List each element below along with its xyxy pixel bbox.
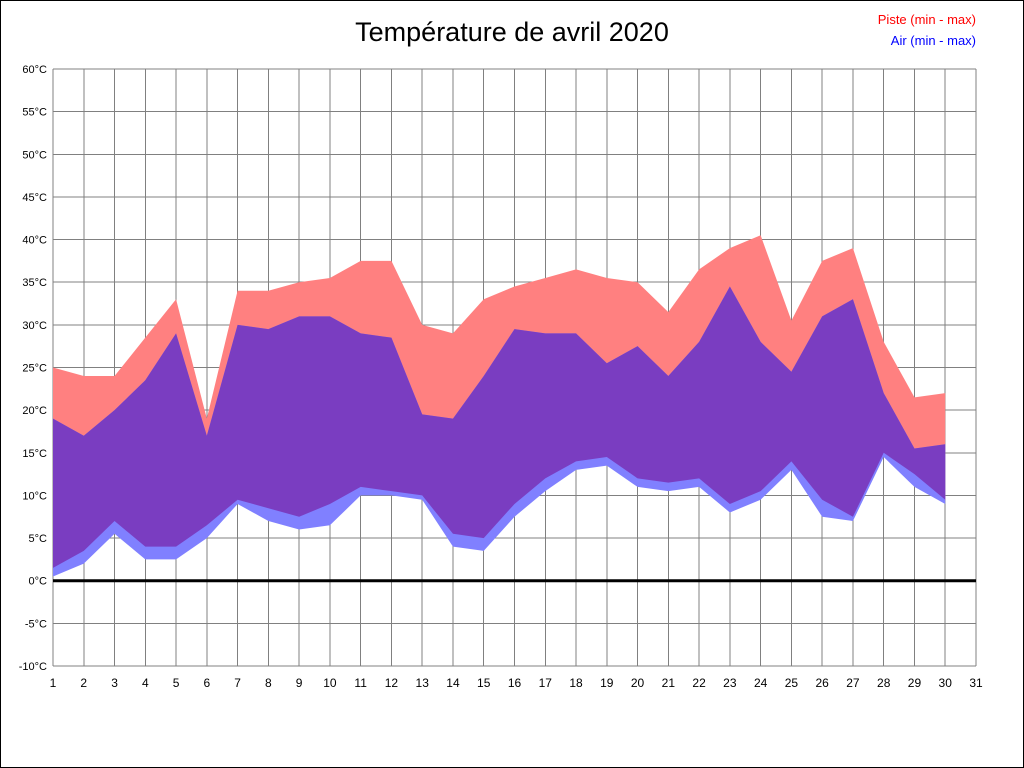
y-tick-label: 20°C [22,405,47,417]
y-tick-label: 5°C [29,533,48,545]
x-tick-label: 12 [385,676,399,690]
x-tick-label: 1 [50,676,57,690]
x-tick-label: 29 [908,676,922,690]
x-tick-label: 17 [539,676,553,690]
x-tick-label: 22 [692,676,706,690]
x-tick-label: 23 [723,676,737,690]
x-tick-label: 8 [265,676,272,690]
x-tick-label: 31 [969,676,983,690]
chart-title: Température de avril 2020 [355,17,669,47]
y-tick-label: 45°C [22,192,47,204]
x-tick-label: 19 [600,676,614,690]
x-tick-label: 10 [323,676,337,690]
x-tick-label: 14 [446,676,460,690]
y-tick-label: -10°C [19,661,47,673]
x-tick-label: 24 [754,676,768,690]
x-tick-label: 20 [631,676,645,690]
x-tick-label: 3 [111,676,118,690]
y-tick-label: 15°C [22,448,47,460]
x-tick-label: 7 [234,676,241,690]
y-tick-label: 10°C [22,490,47,502]
x-tick-label: 11 [354,676,367,690]
legend-air: Air (min - max) [890,33,976,48]
y-tick-label: -5°C [25,618,47,630]
x-tick-label: 5 [173,676,180,690]
y-tick-label: 30°C [22,320,47,332]
y-tick-label: 50°C [22,149,47,161]
x-tick-label: 6 [203,676,210,690]
x-tick-label: 9 [296,676,303,690]
chart-legend: Piste (min - max) Air (min - max) [878,9,976,51]
x-tick-label: 16 [508,676,522,690]
x-tick-label: 25 [785,676,799,690]
y-tick-label: 55°C [22,107,47,119]
y-tick-label: 40°C [22,235,47,247]
y-tick-label: 60°C [22,64,47,76]
x-tick-label: 27 [846,676,860,690]
y-tick-label: 0°C [29,576,48,588]
x-tick-label: 21 [662,676,676,690]
overlap-band [53,286,946,568]
y-tick-label: 25°C [22,363,47,375]
x-tick-label: 2 [80,676,87,690]
y-tick-label: 35°C [22,277,47,289]
legend-piste: Piste (min - max) [877,12,976,27]
x-tick-label: 30 [939,676,953,690]
x-tick-label: 15 [477,676,491,690]
x-tick-label: 4 [142,676,149,690]
x-tick-label: 18 [569,676,583,690]
x-tick-label: 26 [815,676,829,690]
x-tick-label: 28 [877,676,891,690]
x-tick-label: 13 [416,676,430,690]
